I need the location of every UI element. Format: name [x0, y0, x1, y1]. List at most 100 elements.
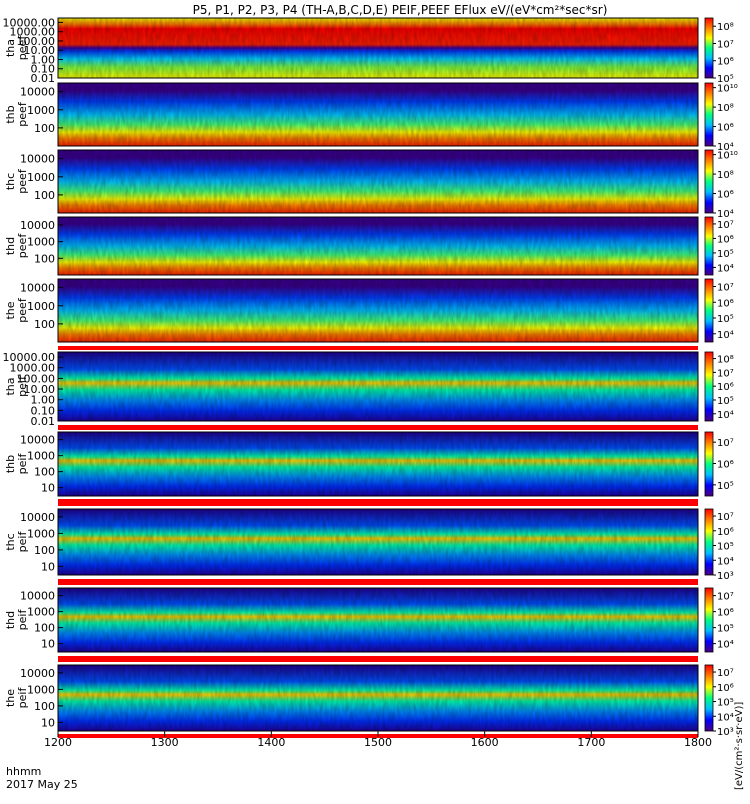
panel-label: thbpeef	[4, 101, 29, 127]
panel-frame	[57, 82, 699, 147]
colorbar-tick-label: 10¹⁰	[717, 84, 738, 95]
colorbar	[704, 587, 714, 653]
y-tick-label: 10	[41, 560, 55, 573]
colorbar-tick-label: 10⁴	[717, 209, 734, 220]
colorbar	[704, 351, 714, 422]
x-tick-label: 1600	[471, 736, 499, 749]
panel-the-peif: 10000 1000 100 10 thepeif 10⁷ 10⁶ 10⁵ 10⁴ 10³	[4, 664, 734, 738]
y-tick-label: 100	[34, 122, 55, 135]
colorbar-tick-label: 10⁵	[717, 624, 734, 635]
colorbar	[704, 278, 714, 343]
y-tick-label: 100	[34, 466, 55, 479]
colorbar-tick-label: 10⁷	[717, 668, 734, 679]
colorbar	[704, 431, 714, 497]
colorbar-tick-label: 10⁴	[717, 263, 734, 274]
colorbar-tick-label: 10⁵	[717, 249, 734, 260]
y-tick-label: 1000	[27, 104, 55, 117]
x-tick-label: 1400	[257, 736, 285, 749]
panel-thd-peif: 10000 1000 100 10 thdpeif 10⁷ 10⁶ 10⁵ 10⁴	[4, 587, 734, 653]
flag-bar	[58, 346, 698, 350]
colorbar	[704, 82, 714, 147]
spectrogram-texture	[58, 432, 698, 496]
colorbar-tick-label: 10⁵	[717, 74, 734, 85]
x-tick-label: 1700	[577, 736, 605, 749]
colorbar-tick-label: 10⁴	[717, 142, 734, 153]
colorbar-tick-label: 10⁶	[717, 123, 734, 134]
y-tick-label: 1000	[27, 450, 55, 463]
x-axis: 1200 1300 1400 1500 1600 1700 1800	[44, 731, 712, 749]
panel-frame	[57, 508, 699, 576]
panel-label: thdpeef	[4, 233, 29, 259]
y-tick-label: 100.00	[17, 372, 56, 385]
colorbar-tick-label: 10⁷	[717, 368, 734, 379]
y-tick-label: 10	[41, 638, 55, 651]
y-tick-label: 1.00	[31, 53, 56, 66]
x-label-bottom: 2017 May 25	[6, 778, 78, 791]
panel-thc-peif: 10000 1000 100 10 thcpeif 10⁷ 10⁶ 10⁵ 10⁴ 10³	[4, 508, 734, 582]
y-tick-label: 1000.00	[10, 362, 56, 375]
flag-bar	[58, 579, 698, 585]
colorbar-tick-label: 10⁷	[717, 592, 734, 603]
y-tick-label: 0.01	[31, 72, 56, 85]
y-tick-label: 10000.00	[3, 351, 56, 364]
y-tick-label: 10000	[20, 86, 55, 99]
y-tick-label: 10000	[20, 667, 55, 680]
panel-frame	[57, 278, 699, 343]
colorbar-tick-label: 10⁶	[717, 382, 734, 393]
colorbar-tick-label: 10⁴	[717, 712, 734, 723]
colorbar-tick-label: 10⁶	[717, 57, 734, 68]
colorbar-tick-label: 10⁸	[717, 355, 734, 366]
colorbar-tick-label: 10⁶	[717, 527, 734, 538]
colorbar-tick-label: 10⁷	[717, 39, 734, 50]
colorbar-tick-label: 10⁶	[717, 460, 734, 471]
y-tick-label: 10	[41, 482, 55, 495]
y-tick-label: 10.00	[24, 383, 56, 396]
y-tick-label: 1.00	[31, 394, 56, 407]
colorbar	[704, 664, 714, 732]
panel-frame	[57, 351, 699, 422]
colorbar-tick-label: 10⁴	[717, 410, 734, 421]
spectrogram-texture	[58, 279, 698, 342]
y-tick-label: 1000.00	[10, 26, 56, 39]
y-tick-label: 0.10	[31, 404, 56, 417]
panel-thc-peef: 10000 1000 100 thcpeef 10¹⁰ 10⁸ 10⁶ 10⁴	[4, 149, 738, 220]
panel-thd-peef: 10000 1000 100 thdpeef 10⁷ 10⁶ 10⁵ 10⁴	[4, 216, 734, 276]
spectrogram-texture	[58, 509, 698, 575]
y-tick-label: 10	[41, 716, 55, 729]
colorbar-tick-label: 10⁷	[717, 512, 734, 523]
panel-label: thdpeif	[4, 609, 29, 631]
colorbar	[704, 17, 714, 79]
spectrogram-texture	[58, 217, 698, 275]
y-tick-label: 100	[34, 189, 55, 202]
y-tick-label: 10000.00	[3, 16, 56, 29]
y-tick-label: 0.01	[31, 415, 56, 428]
x-tick-label: 1500	[364, 736, 392, 749]
y-tick-label: 100	[34, 622, 55, 635]
panel-frame	[57, 17, 699, 79]
panel-label: thepeef	[4, 297, 29, 323]
colorbar-tick-label: 10⁸	[717, 22, 734, 33]
colorbar-tick-label: 10⁵	[717, 698, 734, 709]
panel-label: thcpeif	[4, 531, 29, 553]
colorbar-tick-label: 10⁶	[717, 190, 734, 201]
panel-frame	[57, 431, 699, 497]
panel-label: thapeef	[4, 35, 29, 61]
spectrogram-texture	[58, 150, 698, 213]
panel-frame	[57, 587, 699, 653]
colorbar-tick-label: 10⁸	[717, 170, 734, 181]
colorbar-tick-label: 10⁷	[717, 220, 734, 231]
panel-label: thapeif	[4, 375, 29, 397]
units-label: [eV/(cm²·s·sr·eV)]	[734, 702, 745, 790]
colorbar-tick-label: 10⁵	[717, 396, 734, 407]
colorbar-tick-label: 10⁵	[717, 314, 734, 325]
flag-bar	[58, 656, 698, 662]
spectrogram-texture	[58, 18, 698, 78]
colorbar-tick-label: 10⁶	[717, 608, 734, 619]
colorbar-tick-label: 10⁴	[717, 330, 734, 341]
panel-thb-peef: 10000 1000 100 thbpeef 10¹⁰ 10⁸ 10⁶ 10⁴	[4, 82, 738, 153]
y-tick-label: 100	[34, 544, 55, 557]
y-tick-label: 10000	[20, 282, 55, 295]
x-tick-label: 1200	[44, 736, 72, 749]
y-tick-label: 1000	[27, 527, 55, 540]
